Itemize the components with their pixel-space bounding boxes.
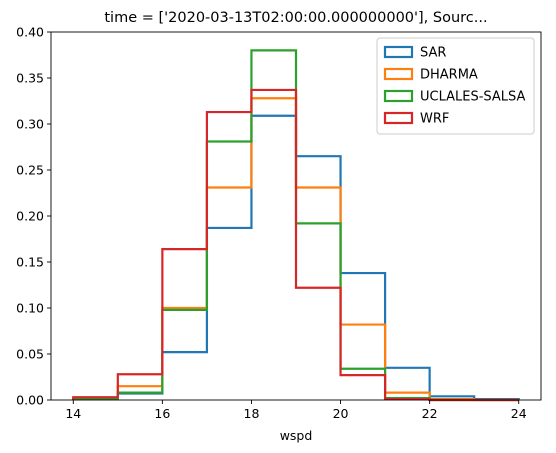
legend-swatch (383, 89, 414, 103)
legend-swatch (383, 45, 414, 59)
legend-label: SAR (420, 46, 446, 61)
x-tick-label: 18 (244, 406, 260, 421)
legend-swatch (383, 67, 414, 81)
x-tick-label: 16 (154, 406, 170, 421)
legend-label: UCLALES-SALSA (420, 90, 526, 105)
x-axis: 14 16 18 20 22 24 (65, 400, 527, 421)
x-tick-label: 20 (333, 406, 349, 421)
legend: SAR DHARMA UCLALES-SALSA WRF (376, 37, 535, 135)
y-axis: 0.00 0.05 0.10 0.15 0.20 0.25 0.30 0.35 0.40 (16, 25, 51, 408)
y-tick-label: 0.40 (16, 25, 44, 40)
series-layer (72, 49, 520, 402)
legend-swatch (383, 111, 414, 125)
y-tick-label: 0.15 (16, 255, 44, 270)
legend-box (376, 37, 535, 135)
y-tick-label: 0.20 (16, 209, 44, 224)
y-tick-label: 0.00 (16, 393, 44, 408)
chart-title: time = ['2020-03-13T02:00:00.000000000']… (104, 10, 487, 26)
legend-label: WRF (420, 112, 449, 127)
x-axis-label: wspd (280, 428, 313, 443)
y-tick-label: 0.25 (16, 163, 44, 178)
y-tick-label: 0.10 (16, 301, 44, 316)
x-tick-label: 24 (511, 406, 527, 421)
legend-label: DHARMA (420, 68, 478, 83)
y-tick-label: 0.05 (16, 347, 44, 362)
x-tick-label: 14 (65, 406, 81, 421)
series-wrf (72, 88, 519, 402)
y-tick-label: 0.35 (16, 71, 44, 86)
y-tick-label: 0.30 (16, 117, 44, 132)
x-tick-label: 22 (422, 406, 438, 421)
